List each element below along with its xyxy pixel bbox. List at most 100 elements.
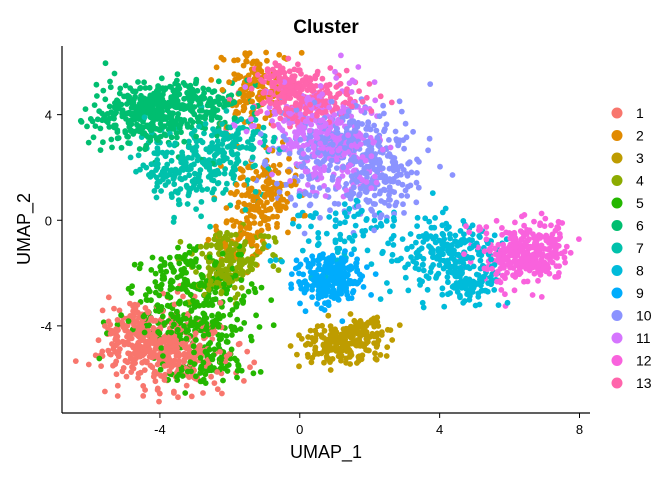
point-cluster-2 [249, 91, 256, 98]
point-cluster-11 [321, 167, 327, 174]
point-cluster-13 [292, 102, 299, 109]
point-cluster-1 [165, 353, 172, 360]
point-cluster-11 [332, 68, 338, 75]
point-cluster-9 [359, 273, 366, 280]
point-cluster-1 [125, 341, 132, 348]
point-cluster-13 [254, 72, 261, 78]
point-cluster-5 [231, 324, 238, 331]
point-cluster-8 [346, 205, 353, 212]
point-cluster-8 [399, 236, 406, 243]
point-cluster-5 [198, 327, 205, 334]
point-cluster-11 [286, 120, 293, 127]
point-cluster-5 [235, 251, 242, 258]
point-cluster-10 [414, 170, 420, 176]
point-cluster-6 [174, 77, 180, 84]
point-cluster-5 [182, 300, 189, 307]
point-cluster-6 [181, 95, 188, 102]
point-cluster-13 [303, 80, 309, 86]
point-cluster-10 [404, 172, 411, 179]
point-cluster-1 [119, 320, 126, 327]
point-cluster-12 [484, 266, 491, 273]
point-cluster-10 [426, 135, 433, 142]
point-cluster-12 [483, 230, 490, 237]
point-cluster-12 [550, 243, 556, 249]
point-cluster-5 [168, 277, 175, 284]
point-cluster-7 [191, 170, 198, 177]
point-cluster-4 [242, 239, 249, 245]
point-cluster-9 [300, 271, 307, 278]
point-cluster-6 [102, 96, 109, 103]
point-cluster-8 [432, 239, 439, 246]
point-cluster-9 [292, 265, 299, 272]
point-cluster-6 [159, 85, 166, 91]
point-cluster-6 [231, 115, 238, 122]
point-cluster-2 [269, 196, 275, 203]
point-cluster-8 [488, 256, 494, 263]
point-cluster-6 [214, 114, 221, 121]
point-cluster-12 [511, 287, 518, 294]
point-cluster-10 [292, 202, 299, 209]
point-cluster-9 [311, 269, 318, 276]
point-cluster-7 [175, 197, 182, 204]
point-cluster-6 [160, 123, 167, 130]
point-cluster-7 [202, 120, 209, 127]
point-cluster-5 [154, 302, 161, 309]
point-cluster-10 [413, 179, 420, 186]
point-cluster-11 [355, 64, 362, 70]
point-cluster-5 [193, 337, 199, 343]
point-cluster-1 [251, 359, 258, 366]
point-cluster-7 [222, 132, 229, 138]
point-cluster-10 [301, 230, 308, 237]
point-cluster-5 [200, 332, 207, 339]
point-cluster-8 [446, 224, 452, 230]
point-cluster-2 [264, 222, 271, 229]
point-cluster-11 [313, 128, 319, 135]
point-cluster-6 [181, 138, 188, 145]
point-cluster-12 [495, 241, 502, 248]
point-cluster-6 [142, 146, 149, 153]
point-cluster-13 [309, 88, 316, 94]
point-cluster-10 [352, 128, 359, 135]
point-cluster-8 [439, 285, 446, 292]
point-cluster-7 [193, 143, 200, 150]
point-cluster-13 [343, 67, 350, 74]
point-cluster-13 [261, 100, 267, 106]
point-cluster-8 [444, 274, 451, 280]
point-cluster-2 [240, 174, 246, 180]
point-cluster-1 [181, 358, 188, 365]
point-cluster-10 [315, 149, 321, 156]
point-cluster-3 [340, 332, 347, 338]
point-cluster-6 [173, 87, 180, 93]
point-cluster-2 [249, 98, 256, 105]
point-cluster-5 [163, 268, 170, 275]
point-cluster-8 [449, 242, 455, 248]
point-cluster-2 [264, 199, 270, 206]
point-cluster-8 [476, 301, 483, 308]
point-cluster-1 [105, 294, 112, 301]
point-cluster-11 [334, 120, 341, 127]
point-cluster-9 [327, 264, 333, 270]
point-cluster-12 [555, 225, 562, 232]
point-cluster-13 [333, 84, 340, 90]
point-cluster-5 [234, 367, 241, 374]
point-cluster-6 [174, 101, 180, 108]
point-cluster-2 [251, 214, 257, 220]
point-cluster-7 [222, 186, 229, 193]
point-cluster-11 [338, 109, 345, 116]
point-cluster-13 [294, 84, 301, 91]
point-cluster-10 [328, 98, 335, 105]
point-cluster-5 [174, 326, 181, 333]
point-cluster-12 [526, 267, 533, 274]
point-cluster-5 [195, 322, 202, 328]
point-cluster-13 [289, 73, 296, 80]
point-cluster-12 [481, 248, 488, 255]
point-cluster-12 [537, 222, 543, 229]
point-cluster-12 [483, 224, 490, 230]
point-cluster-6 [168, 95, 175, 102]
point-cluster-10 [387, 178, 394, 185]
point-cluster-8 [310, 214, 316, 221]
point-cluster-7 [190, 184, 197, 190]
point-cluster-5 [233, 303, 240, 310]
point-cluster-7 [152, 162, 159, 168]
point-cluster-12 [548, 222, 554, 229]
